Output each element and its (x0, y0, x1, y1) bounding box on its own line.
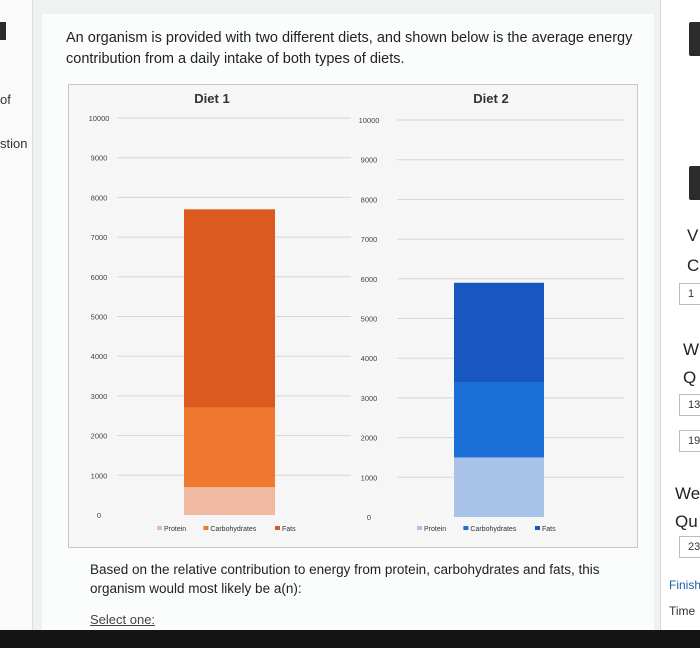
finish-attempt-link[interactable]: Finish (669, 578, 700, 592)
y-tick-label: 4000 (361, 354, 378, 363)
diet-chart-figure: Diet 1 0 1000 2000 3000 4000 5000 6000 7000 8000 9… (68, 84, 638, 548)
chart-title: Diet 2 (473, 91, 508, 106)
sidebar-block-mid (689, 166, 700, 200)
legend-label: Protein (424, 526, 446, 533)
y-tick-label: 0 (97, 511, 101, 520)
y-tick-label: 10000 (359, 116, 380, 125)
y-tick-label: 3000 (361, 394, 378, 403)
y-tick-label: 5000 (91, 313, 108, 322)
y-tick-label: 6000 (361, 275, 378, 284)
diet-charts-svg: Diet 1 0 1000 2000 3000 4000 5000 6000 7000 8000 9… (89, 91, 624, 533)
legend-label: Fats (282, 526, 296, 533)
legend-swatch (275, 526, 280, 530)
y-tick-label: 2000 (361, 434, 378, 443)
y-tick-label: 7000 (361, 235, 378, 244)
sidebar-letter-c: C (687, 256, 700, 275)
y-tick-label: 3000 (91, 392, 108, 401)
y-tick-label: 0 (367, 513, 371, 522)
sidebar-letter-q: Q (683, 368, 697, 387)
y-tick-label: 7000 (91, 233, 108, 242)
y-tick-label: 4000 (91, 352, 108, 361)
legend-swatch (463, 526, 469, 530)
sidebar-text-top: of (0, 92, 11, 107)
y-tick-label: 9000 (91, 154, 108, 163)
bar-segment-protein (184, 487, 275, 515)
question-text: An organism is provided with two differe… (66, 30, 633, 67)
sidebar-letter-w: W (683, 340, 700, 359)
legend-swatch (157, 526, 162, 530)
bar-segment-protein (454, 457, 544, 517)
right-sidebar: V C 1 W Q 13 19 We Qu 23 Finish Time (660, 0, 700, 630)
bar-segment-fats (454, 282, 544, 383)
y-tick-label: 1000 (361, 473, 378, 482)
nav-box-1[interactable]: 1 (679, 283, 700, 305)
sidebar-block-top (689, 22, 700, 56)
left-sidebar: of stion (0, 0, 33, 630)
y-tick-label: 2000 (91, 432, 108, 441)
bottom-bar (0, 630, 700, 648)
y-tick-label: 1000 (91, 471, 108, 480)
y-tick-label: 10000 (89, 114, 110, 123)
legend-label: Fats (542, 526, 556, 533)
prompt-text: Based on the relative contribution to en… (90, 562, 600, 596)
legend-label: Carbohydrates (470, 526, 516, 533)
y-tick-label: 5000 (361, 315, 378, 324)
select-answer-dropdown[interactable]: Select one: (90, 612, 156, 627)
sidebar-letter-we: We (675, 484, 700, 503)
sidebar-letter-v: V (687, 226, 699, 245)
y-tick-label: 6000 (91, 273, 108, 282)
legend-swatch (535, 526, 540, 530)
legend-label: Protein (164, 526, 186, 533)
y-tick-label: 9000 (361, 156, 378, 165)
y-tick-label: 8000 (91, 193, 108, 202)
bar-segment-fats (184, 209, 275, 408)
bar-segment-carbohydrates (184, 407, 275, 488)
nav-box-23[interactable]: 23 (679, 536, 700, 558)
time-label: Time (669, 604, 696, 618)
sidebar-marker (0, 22, 6, 40)
sidebar-letter-qu: Qu (675, 512, 698, 531)
y-tick-label: 8000 (361, 195, 378, 204)
legend-swatch (203, 526, 209, 530)
chart-title: Diet 1 (194, 91, 229, 106)
sidebar-text-mid: stion (0, 136, 28, 151)
nav-box-13[interactable]: 13 (679, 394, 700, 416)
nav-box-19[interactable]: 19 (679, 430, 700, 452)
bar-segment-carbohydrates (454, 382, 544, 458)
legend-swatch (417, 526, 422, 530)
legend-label: Carbohydrates (210, 526, 256, 533)
